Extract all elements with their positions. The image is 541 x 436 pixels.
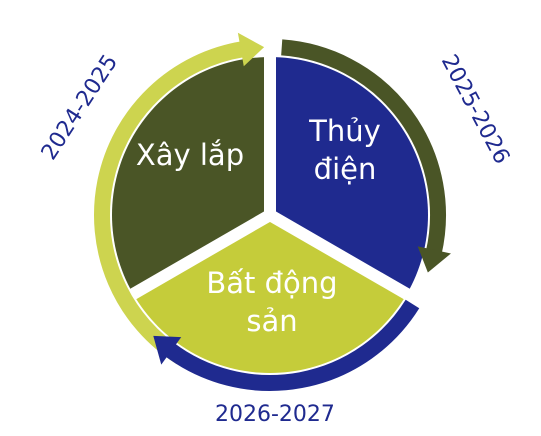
divider — [266, 209, 415, 302]
arrow-arc — [281, 39, 446, 255]
segment-label: Thủy điện — [309, 114, 381, 186]
divider — [125, 209, 274, 302]
arrow-head — [153, 335, 182, 365]
arrow-arc — [94, 41, 245, 365]
arrow-head — [237, 32, 265, 67]
arrow-arc — [164, 299, 420, 391]
segment-label: Bất động sản — [206, 266, 338, 338]
period-label: 2026-2027 — [215, 402, 335, 427]
segment-label: Xây lắp — [135, 138, 245, 172]
arrow-head — [417, 246, 451, 273]
